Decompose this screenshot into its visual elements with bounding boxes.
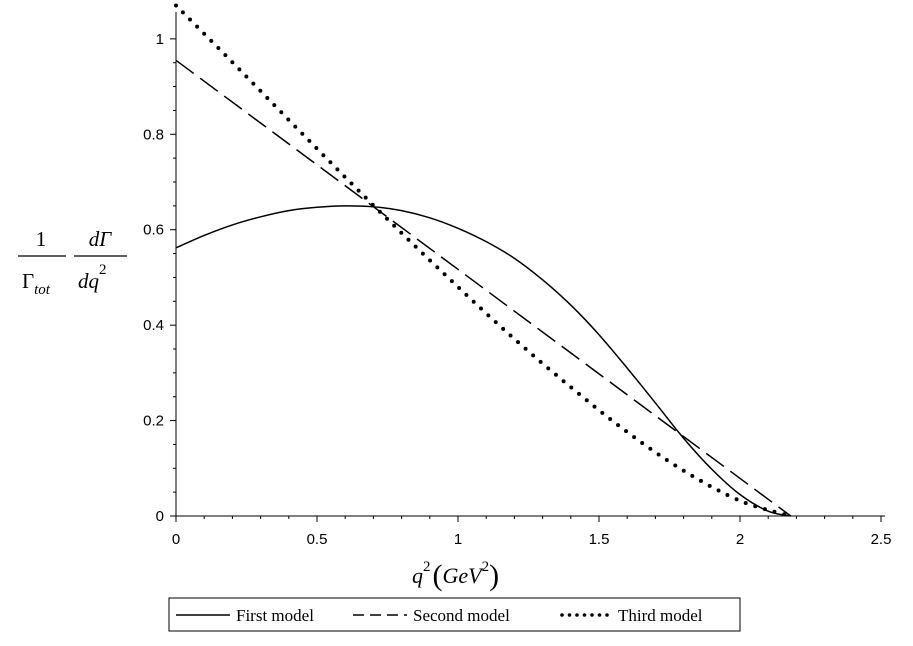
y-tick-label: 0.8 xyxy=(143,126,164,143)
series-line-second-model xyxy=(175,59,792,517)
legend-label-second-model: Second model xyxy=(413,606,510,625)
x-label-open-paren: ( xyxy=(433,559,443,592)
series-line-first-model xyxy=(175,205,791,517)
legend-box xyxy=(168,597,741,632)
y-tick-label: 0.6 xyxy=(143,222,164,239)
plot-area xyxy=(174,3,793,518)
x-tick-label: 2.5 xyxy=(871,531,892,548)
y-label-frac1-numerator: 1 xyxy=(36,227,47,251)
y-label-gamma: Γ xyxy=(22,269,34,293)
x-axis-label: q2(GeV2) xyxy=(412,559,499,592)
x-tick-label: 1.5 xyxy=(589,531,610,548)
y-tick-label: 0 xyxy=(156,508,164,525)
x-tick-label: 2 xyxy=(736,531,744,548)
y-tick-label: 0.2 xyxy=(143,413,164,430)
y-label-frac2-denominator: dq2 xyxy=(78,262,107,293)
legend-label-third-model: Third model xyxy=(618,606,703,625)
x-label-unit-superscript: 2 xyxy=(482,559,490,575)
y-tick-label: 0.4 xyxy=(143,317,164,334)
y-axis-label: 1 Γtot dΓ dq2 xyxy=(18,227,127,298)
y-label-frac1-denominator: Γtot xyxy=(22,269,51,298)
legend-label-first-model: First model xyxy=(236,606,314,625)
x-tick-label: 1 xyxy=(454,531,462,548)
y-label-dq-superscript: 2 xyxy=(99,262,107,278)
x-label-q: q xyxy=(412,563,423,588)
x-label-close-paren: ) xyxy=(489,559,499,592)
y-label-tot-subscript: tot xyxy=(34,282,51,298)
y-label-dq: dq xyxy=(78,269,100,293)
axes: 0 0.5 1 1.5 2 2.5 0 0.2 0.4 0.6 0.8 1 xyxy=(143,12,891,548)
series-line-third-model xyxy=(174,3,793,518)
x-tick-label: 0.5 xyxy=(307,531,328,548)
x-label-q-superscript: 2 xyxy=(423,559,431,575)
x-label-unit: GeV xyxy=(443,563,485,588)
x-tick-label: 0 xyxy=(172,531,180,548)
y-label-frac2-numerator: dΓ xyxy=(89,227,113,251)
y-tick-label: 1 xyxy=(156,31,164,48)
legend: First model Second model Third model xyxy=(168,597,741,632)
